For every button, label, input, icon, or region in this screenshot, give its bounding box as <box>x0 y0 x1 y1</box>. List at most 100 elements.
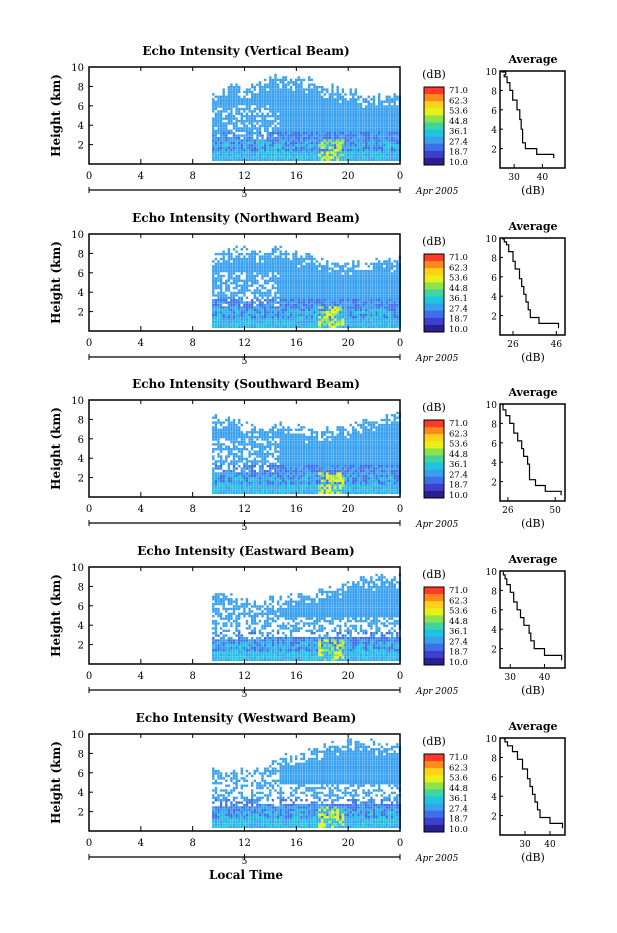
heatmap-cell <box>396 154 398 156</box>
heatmap-cell <box>331 127 333 129</box>
heatmap-cell <box>269 453 271 455</box>
heatmap-cell <box>241 484 243 486</box>
heatmap-cell <box>212 434 214 436</box>
heatmap-cell <box>267 96 269 98</box>
heatmap-cell <box>261 272 263 274</box>
heatmap-cell <box>342 139 344 141</box>
heatmap-cell <box>362 277 364 279</box>
heatmap-cell <box>212 309 214 311</box>
heatmap-cell <box>285 477 287 479</box>
heatmap-cell <box>290 321 292 323</box>
heatmap-cell <box>246 280 248 282</box>
heatmap-cell <box>212 134 214 136</box>
heatmap-cell <box>243 311 245 313</box>
heatmap-cell <box>318 314 320 316</box>
heatmap-cell <box>386 314 388 316</box>
heatmap-cell <box>280 321 282 323</box>
heatmap-cell <box>282 258 284 260</box>
heatmap-cell <box>238 142 240 144</box>
heatmap-cell <box>223 323 225 325</box>
heatmap-cell <box>272 139 274 141</box>
heatmap-cell <box>337 321 339 323</box>
heatmap-cell <box>277 110 279 112</box>
heatmap-cell <box>215 484 217 486</box>
heatmap-cell <box>365 132 367 134</box>
heatmap-cell <box>277 115 279 117</box>
heatmap-cell <box>290 429 292 431</box>
heatmap-cell <box>228 484 230 486</box>
heatmap-cell <box>295 306 297 308</box>
heatmap-cell <box>373 321 375 323</box>
heatmap-cell <box>378 301 380 303</box>
heatmap-cell <box>386 272 388 274</box>
heatmap-cell <box>339 144 341 146</box>
heatmap-cell <box>212 154 214 156</box>
avg-y-tick-label: 8 <box>491 87 497 97</box>
heatmap-cell <box>370 272 372 274</box>
heatmap-cell <box>254 484 256 486</box>
heatmap-cell <box>303 79 305 81</box>
heatmap-cell <box>329 306 331 308</box>
heatmap-cell <box>223 260 225 262</box>
heatmap-cell <box>344 93 346 95</box>
heatmap-cell <box>342 127 344 129</box>
heatmap-cell <box>274 251 276 253</box>
heatmap-cell <box>261 134 263 136</box>
heatmap-cell <box>272 134 274 136</box>
heatmap-cell <box>300 103 302 105</box>
heatmap-cell <box>324 118 326 120</box>
heatmap-cell <box>290 96 292 98</box>
heatmap-cell <box>339 275 341 277</box>
heatmap-cell <box>225 108 227 110</box>
heatmap-cell <box>220 142 222 144</box>
heatmap-cell <box>350 125 352 127</box>
heatmap-cell <box>339 316 341 318</box>
heatmap-cell <box>318 122 320 124</box>
heatmap-cell <box>342 311 344 313</box>
heatmap-cell <box>324 285 326 287</box>
heatmap-cell <box>217 277 219 279</box>
heatmap-cell <box>295 321 297 323</box>
heatmap-cell <box>280 299 282 301</box>
heatmap-cell <box>342 101 344 103</box>
heatmap-cell <box>365 275 367 277</box>
heatmap-cell <box>217 309 219 311</box>
heatmap-cell <box>316 125 318 127</box>
heatmap-cell <box>368 309 370 311</box>
heatmap-cell <box>212 105 214 107</box>
heatmap-cell <box>241 260 243 262</box>
heatmap-cell <box>272 142 274 144</box>
heatmap-cell <box>277 147 279 149</box>
heatmap-cell <box>337 93 339 95</box>
heatmap-cell <box>331 289 333 291</box>
average-title: Average <box>507 53 557 66</box>
heatmap-cell <box>331 151 333 153</box>
heatmap-cell <box>246 463 248 465</box>
heatmap-cell <box>280 156 282 158</box>
heatmap-cell <box>300 263 302 265</box>
heatmap-cell <box>394 289 396 291</box>
heatmap-cell <box>344 98 346 100</box>
heatmap-cell <box>373 149 375 151</box>
heatmap-cell <box>396 147 398 149</box>
heatmap-cell <box>243 255 245 257</box>
x-tick-label: 12 <box>238 171 251 182</box>
heatmap-cell <box>259 431 261 433</box>
heatmap-cell <box>375 275 377 277</box>
heatmap-cell <box>295 127 297 129</box>
heatmap-cell <box>267 316 269 318</box>
heatmap-cell <box>228 251 230 253</box>
heatmap-cell <box>246 144 248 146</box>
heatmap-cell <box>285 88 287 90</box>
heatmap-cell <box>287 132 289 134</box>
heatmap-cell <box>318 101 320 103</box>
heatmap-cell <box>272 81 274 83</box>
heatmap-cell <box>292 484 294 486</box>
heatmap-cell <box>220 154 222 156</box>
heatmap-cell <box>251 465 253 467</box>
heatmap-cell <box>324 323 326 325</box>
heatmap-cell <box>251 122 253 124</box>
heatmap-cell <box>326 277 328 279</box>
heatmap-cell <box>368 306 370 308</box>
heatmap-cell <box>295 477 297 479</box>
